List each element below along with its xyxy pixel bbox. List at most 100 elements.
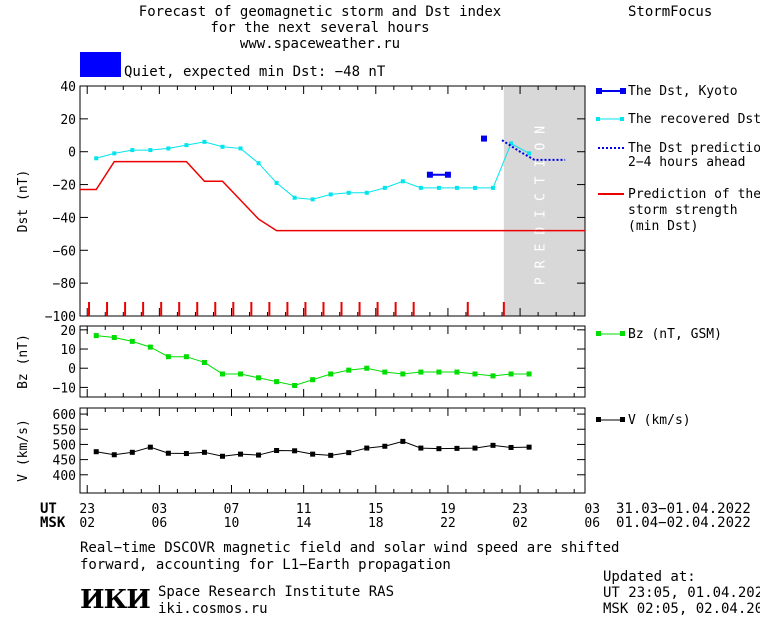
ut-tick-label: 11: [296, 502, 312, 517]
y-tick-label: 10: [60, 343, 76, 358]
bz-point: [346, 367, 352, 373]
msk-date-range: 01.04−02.04.2022: [616, 515, 751, 531]
ut-tick-label: 03: [584, 502, 600, 517]
bz-point: [129, 338, 135, 344]
dst-panel: PREDICTION 40 20 0 −20 −40 −60 −80 −100 Dst (nT): [16, 80, 586, 325]
bz-point: [328, 371, 334, 377]
bz-point: [472, 371, 478, 377]
recovered-dst-point: [527, 151, 532, 156]
legend-prediction-label-2: 2−4 hours ahead: [628, 155, 745, 170]
time-axis: 23 03 07 11 15 19 23 03 02 06 10 14 18 22 02 06: [79, 502, 600, 531]
recovered-dst-point: [256, 161, 261, 166]
footnote-line1: Real−time DSCOVR magnetic field and sola…: [80, 540, 620, 556]
status-color-swatch: [80, 52, 121, 77]
ut-tick-label: 19: [440, 502, 456, 517]
y-tick-label: 40: [60, 80, 76, 95]
msk-tick-label: 22: [440, 516, 456, 531]
legend-recovered-label: The recovered Dst: [628, 112, 760, 127]
legend-kyoto-marker: [596, 88, 602, 94]
v-point: [490, 442, 496, 448]
y-tick-label: 20: [60, 113, 76, 128]
recovered-dst-point: [491, 185, 496, 190]
v-point: [292, 448, 298, 454]
recovered-dst-point: [274, 180, 279, 185]
bz-point: [274, 379, 280, 385]
v-point: [436, 446, 442, 452]
chart-title: Forecast of geomagnetic storm and Dst in…: [138, 4, 502, 20]
y-tick-label: −40: [53, 211, 76, 226]
recovered-dst-point: [400, 179, 405, 184]
recovered-dst-point: [94, 156, 99, 161]
msk-tick-label: 06: [584, 516, 600, 531]
bz-point: [238, 371, 244, 377]
legend-kyoto-label: The Dst, Kyoto: [628, 84, 738, 99]
legend-strength-label-3: (min Dst): [628, 219, 698, 234]
bz-point: [418, 369, 424, 375]
ut-tick-label: 07: [224, 502, 240, 517]
site-url[interactable]: www.spaceweather.ru: [239, 36, 401, 52]
y-tick-label: −10: [53, 381, 76, 396]
bz-panel: 20 10 0 −10 Bz (nT): [16, 324, 586, 398]
recovered-dst-point: [202, 139, 207, 144]
bz-point: [400, 371, 406, 377]
y-tick-label: −100: [45, 310, 76, 325]
msk-axis-label: MSK: [40, 515, 66, 531]
v-point: [111, 452, 117, 458]
y-axis-label: V (km/s): [16, 419, 31, 482]
v-point: [346, 450, 352, 456]
bz-point: [147, 344, 153, 350]
legend-v-label: V (km/s): [628, 413, 691, 428]
recovered-dst-point: [509, 141, 514, 146]
prediction-region: [503, 86, 585, 316]
y-tick-label: 500: [53, 438, 76, 453]
updated-label: Updated at:: [603, 569, 696, 585]
recovered-dst-point: [112, 151, 117, 156]
updated-ut: UT 23:05, 01.04.2022: [603, 585, 760, 601]
panel-frame: [79, 85, 586, 317]
panel-frame: [79, 407, 586, 494]
legend-strength-label: Prediction of the: [628, 187, 760, 202]
bz-point: [165, 354, 171, 360]
bz-point: [454, 369, 460, 375]
bz-point: [364, 365, 370, 371]
kyoto-dst-point: [426, 171, 433, 178]
bz-point: [508, 371, 514, 377]
chart-subtitle: for the next several hours: [210, 20, 430, 36]
updated-msk: MSK 02:05, 02.04.2022: [603, 601, 760, 617]
v-point: [328, 452, 334, 458]
recovered-dst-point: [130, 148, 135, 153]
footnote-line2: forward, accounting for L1−Earth propaga…: [80, 557, 451, 573]
y-axis-label: Bz (nT): [16, 334, 31, 389]
v-point: [238, 451, 244, 457]
recovered-dst-point: [220, 144, 225, 149]
v-point: [165, 450, 171, 456]
recovered-dst-point: [418, 185, 423, 190]
msk-tick-label: 02: [512, 516, 528, 531]
ut-tick-label: 23: [79, 502, 95, 517]
v-point: [201, 449, 207, 455]
ut-axis-label: UT: [40, 501, 57, 517]
kyoto-dst-point: [444, 171, 451, 178]
v-point: [454, 445, 460, 451]
msk-tick-label: 02: [79, 516, 95, 531]
bz-point: [436, 369, 442, 375]
status-text: Quiet, expected min Dst: −48 nT: [124, 64, 386, 80]
y-axis-label: Dst (nT): [16, 170, 31, 233]
legend-v-marker: [596, 417, 601, 422]
recovered-dst-point: [328, 192, 333, 197]
recovered-dst-point: [310, 197, 315, 202]
bz-point: [111, 335, 117, 341]
recovered-dst-point: [292, 195, 297, 200]
recovered-dst-point: [346, 190, 351, 195]
legend-strength-label-2: storm strength: [628, 203, 738, 218]
legend-bz-marker: [596, 331, 601, 336]
y-tick-label: 20: [60, 324, 76, 339]
bz-point: [526, 371, 532, 377]
v-point: [256, 452, 262, 458]
org-url[interactable]: iki.cosmos.ru: [158, 601, 268, 617]
bz-point: [183, 354, 189, 360]
org-name: Space Research Institute RAS: [158, 584, 395, 600]
recovered-dst-point: [238, 146, 243, 151]
legend-kyoto-marker: [620, 88, 626, 94]
v-point: [418, 445, 424, 451]
